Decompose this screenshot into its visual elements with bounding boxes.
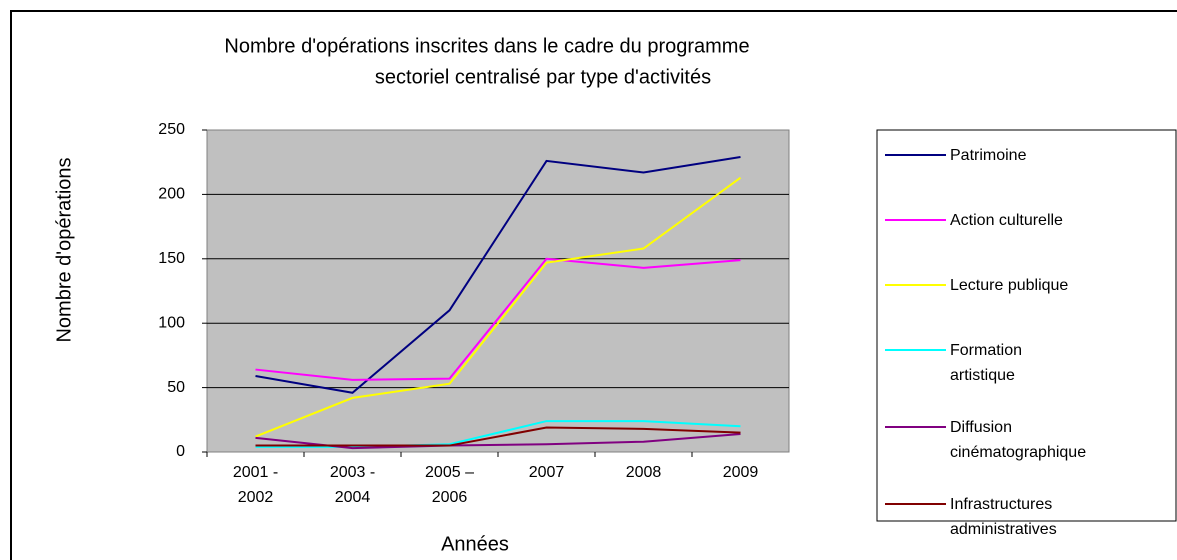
legend-label: Infrastructures administratives — [950, 496, 1057, 538]
x-tick-label: 2003 - 2004 — [329, 464, 376, 506]
y-tick-label: 0 — [176, 443, 185, 460]
chart-title: Nombre d'opérations inscrites dans le ca… — [224, 35, 749, 57]
x-tick-label: 2009 — [722, 464, 759, 481]
x-tick-label: 2007 — [528, 464, 565, 481]
series-line — [255, 176, 742, 438]
series-line — [255, 156, 741, 394]
x-tick-label: 2005 – 2006 — [425, 464, 474, 506]
frame — [10, 10, 1177, 560]
y-axis-label: Nombre d'opérations — [53, 157, 75, 342]
legend-label: Lecture publique — [950, 277, 1069, 294]
x-tick-label: 2008 — [625, 464, 662, 481]
legend-label: Diffusion cinématographique — [950, 419, 1087, 461]
plot-area — [206, 129, 790, 453]
legend-label: Formation artistique — [950, 342, 1023, 384]
series-line — [255, 257, 741, 381]
chart-title: sectoriel centralisé par type d'activité… — [375, 66, 711, 88]
x-axis-label: Années — [441, 533, 509, 555]
legend-box — [876, 129, 1177, 522]
y-tick-label: 150 — [158, 250, 185, 267]
legend-label: Action culturelle — [950, 212, 1063, 229]
y-tick-label: 50 — [167, 379, 185, 396]
x-tick-label: 2001 - 2002 — [232, 464, 279, 506]
y-tick-label: 250 — [158, 121, 185, 138]
y-tick-label: 200 — [158, 186, 185, 203]
legend-label: Patrimoine — [950, 147, 1027, 164]
series-line — [255, 426, 741, 447]
y-tick-label: 100 — [158, 314, 185, 331]
